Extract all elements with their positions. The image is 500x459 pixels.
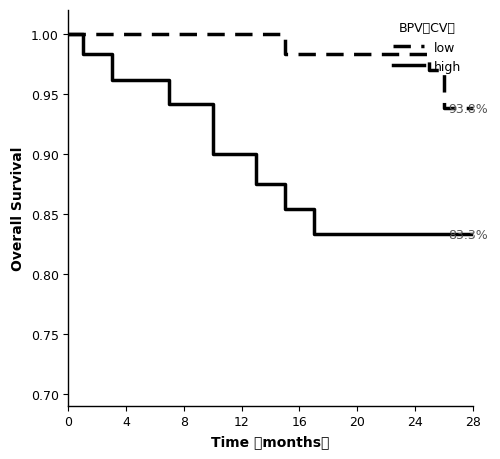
low <box>268 32 274 38</box>
high <box>470 232 476 237</box>
Line: low: low <box>68 35 472 109</box>
low <box>282 32 288 38</box>
low <box>282 32 288 38</box>
high <box>108 78 114 83</box>
high <box>282 182 288 187</box>
high <box>311 207 317 213</box>
high <box>340 232 345 237</box>
low <box>282 32 288 38</box>
low <box>80 32 86 38</box>
high <box>210 101 216 107</box>
Text: 93.8%: 93.8% <box>448 103 488 116</box>
low <box>80 32 86 38</box>
high <box>108 53 114 58</box>
high <box>80 53 86 58</box>
high <box>166 78 172 83</box>
low <box>441 68 447 73</box>
low <box>268 32 274 38</box>
high <box>311 207 317 213</box>
low <box>441 68 447 73</box>
high <box>80 32 86 38</box>
high <box>340 232 345 237</box>
low <box>268 32 274 38</box>
low <box>441 106 447 112</box>
high <box>253 152 259 157</box>
high <box>108 53 114 58</box>
high <box>253 152 259 157</box>
high <box>210 152 216 157</box>
low <box>426 68 432 73</box>
high <box>166 78 172 83</box>
high <box>66 32 71 38</box>
low <box>470 106 476 112</box>
high <box>282 182 288 187</box>
low <box>66 32 71 38</box>
high <box>210 101 216 107</box>
low <box>470 106 476 112</box>
high <box>210 101 216 107</box>
high <box>166 78 172 83</box>
high <box>311 232 317 237</box>
low <box>80 32 86 38</box>
low <box>80 32 86 38</box>
high <box>340 232 345 237</box>
low <box>426 53 432 58</box>
Legend: low, high: low, high <box>388 17 466 78</box>
low <box>426 53 432 58</box>
high <box>282 207 288 213</box>
high <box>253 152 259 157</box>
Text: 83.3%: 83.3% <box>448 228 488 241</box>
Y-axis label: Overall Survival: Overall Survival <box>11 146 25 270</box>
high <box>282 182 288 187</box>
high <box>108 53 114 58</box>
X-axis label: Time （months）: Time （months） <box>212 434 330 448</box>
low <box>282 53 288 58</box>
high <box>80 32 86 38</box>
low <box>426 53 432 58</box>
high <box>253 182 259 187</box>
low <box>268 32 274 38</box>
high <box>340 232 345 237</box>
high <box>166 101 172 107</box>
high <box>311 207 317 213</box>
Line: high: high <box>68 35 472 235</box>
high <box>470 232 476 237</box>
high <box>80 32 86 38</box>
low <box>441 68 447 73</box>
